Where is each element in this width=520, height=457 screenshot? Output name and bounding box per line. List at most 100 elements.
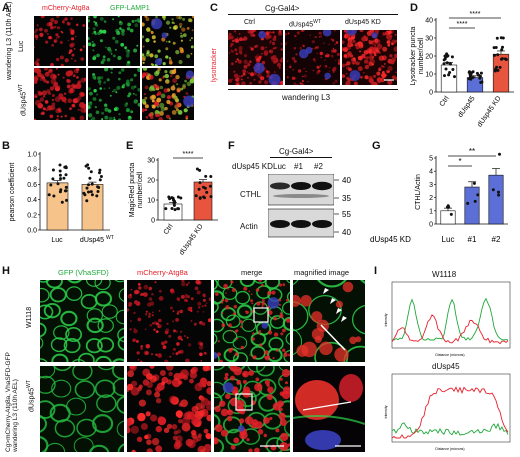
panel-i-profile-w1118: Distance (microns) Intensity	[384, 281, 511, 357]
punctum	[386, 40, 391, 44]
punctum	[385, 35, 389, 39]
punctum	[58, 35, 60, 38]
punctum	[282, 328, 286, 333]
punctum	[42, 107, 46, 111]
punctum	[297, 69, 302, 73]
punctum	[361, 54, 366, 58]
punctum	[394, 33, 397, 36]
punctum	[91, 32, 94, 35]
punctum	[88, 113, 93, 118]
punctum	[144, 108, 147, 112]
cell-outline	[101, 304, 118, 319]
punctum	[292, 68, 294, 71]
punctum	[165, 20, 171, 25]
punctum	[124, 103, 128, 107]
punctum	[246, 71, 249, 73]
panel-a-image-wt-green	[88, 68, 140, 120]
punctum	[314, 35, 317, 39]
punctum	[71, 57, 73, 60]
panel-f-header-line	[270, 157, 332, 158]
panel-h-image-wt-merge	[214, 366, 290, 452]
punctum	[243, 64, 248, 69]
data-point	[473, 199, 477, 203]
punctum	[190, 37, 193, 40]
y-tick-label: 0.2	[27, 212, 37, 219]
punctum	[198, 381, 204, 387]
punctum	[283, 352, 288, 357]
cell-outline	[74, 380, 96, 399]
punctum	[242, 38, 245, 41]
punctum	[236, 405, 244, 414]
punctum	[165, 366, 174, 371]
punctum	[285, 41, 288, 44]
arrow-marker	[341, 316, 347, 322]
punctum	[48, 68, 53, 74]
blot-band-cthl-luc	[270, 182, 290, 190]
sig-luc-1: *	[458, 157, 461, 166]
punctum	[172, 347, 176, 351]
punctum	[36, 58, 40, 62]
punctum	[235, 83, 240, 85]
data-point	[472, 181, 476, 185]
cell-outline	[284, 420, 290, 436]
punctum	[127, 383, 134, 391]
punctum	[180, 369, 189, 378]
punctum	[230, 35, 234, 40]
panel-h-col1: GFP (VhaSFD)	[58, 268, 109, 277]
punctum	[249, 60, 252, 63]
panel-h-side-label: Cg>mCherry-Atg8a, VhaSFD-GFP wandering L3…	[5, 352, 19, 452]
punctum	[250, 47, 254, 51]
punctum	[197, 445, 206, 452]
punctum	[134, 19, 137, 22]
punctum	[198, 345, 204, 350]
punctum	[285, 299, 289, 302]
punctum	[387, 31, 390, 34]
punctum	[264, 350, 269, 355]
panel-i-title2: dUsp45	[432, 362, 460, 371]
punctum	[113, 118, 116, 120]
panel-i-xlabel-2: Distance (microns)	[435, 447, 464, 451]
punctum	[50, 63, 54, 66]
punctum	[179, 47, 183, 51]
y-tick-label: 20	[147, 178, 155, 185]
punctum	[316, 52, 318, 54]
punctum	[171, 21, 174, 24]
punctum	[230, 49, 233, 51]
punctum	[151, 293, 154, 296]
punctum	[153, 328, 156, 331]
punctum	[71, 37, 75, 41]
panel-c-bottom-label: wandering L3	[282, 93, 331, 102]
data-point	[453, 75, 456, 79]
panel-c-col1: Ctrl	[244, 19, 255, 26]
nucleus	[258, 30, 267, 39]
punctum	[228, 51, 231, 54]
punctum	[146, 30, 149, 32]
cell-outline	[40, 436, 49, 452]
punctum	[214, 439, 217, 444]
data-point	[62, 176, 66, 180]
punctum	[387, 43, 390, 47]
punctum	[164, 340, 168, 344]
punctum	[41, 111, 45, 115]
punctum	[45, 108, 48, 112]
cell-outline	[235, 290, 251, 305]
punctum	[208, 297, 211, 302]
punctum	[49, 86, 54, 91]
cell-outline	[97, 318, 114, 333]
punctum	[145, 52, 150, 57]
punctum	[254, 447, 260, 452]
punctum	[67, 98, 72, 103]
punctum	[149, 323, 153, 327]
panel-h-image-w1118-gfp	[40, 280, 124, 362]
punctum	[228, 32, 232, 36]
punctum	[288, 353, 290, 357]
data-point	[63, 165, 67, 169]
panel-c-label: C	[210, 2, 218, 14]
punctum	[279, 59, 283, 63]
punctum	[119, 27, 122, 31]
nucleus	[305, 46, 313, 54]
data-point	[479, 81, 483, 84]
punctum	[129, 328, 132, 331]
punctum	[161, 381, 166, 386]
data-point	[497, 190, 500, 194]
